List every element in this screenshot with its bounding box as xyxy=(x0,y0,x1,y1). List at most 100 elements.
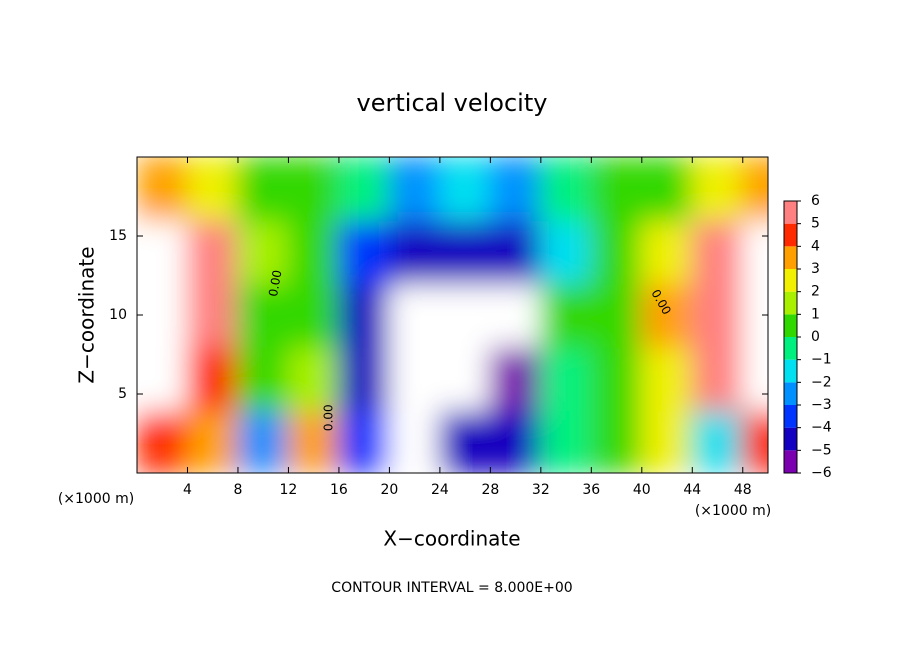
colorbar-tick-label: 3 xyxy=(811,261,820,277)
field-cell xyxy=(337,282,391,348)
field-cell xyxy=(691,408,744,473)
colorbar-tick-label: −2 xyxy=(811,374,832,390)
field-cell xyxy=(337,408,391,473)
field-cell xyxy=(640,157,694,222)
field-cell xyxy=(388,157,441,222)
field-cell xyxy=(186,408,239,473)
field-cell xyxy=(741,345,768,411)
field-cell xyxy=(236,157,290,222)
x-tick-label: 28 xyxy=(481,482,499,498)
field-cell xyxy=(388,408,441,473)
chart-title: vertical velocity xyxy=(357,89,548,117)
field-cell xyxy=(186,345,239,411)
field-cell xyxy=(287,157,340,222)
colorbar-swatch xyxy=(784,269,797,292)
field-cell xyxy=(137,282,189,348)
field-cell xyxy=(590,282,643,348)
field-cell xyxy=(388,219,441,285)
colorbar-tick-label: 0 xyxy=(811,329,820,345)
field-cell xyxy=(438,408,492,473)
field-cell xyxy=(539,408,593,473)
field-cell xyxy=(691,157,744,222)
y-tick-label: 5 xyxy=(118,386,127,402)
colorbar-tick-label: −3 xyxy=(811,397,832,413)
field-cell xyxy=(590,408,643,473)
colorbar-tick-label: 4 xyxy=(811,238,820,254)
field-cell xyxy=(236,219,290,285)
colorbar-swatch xyxy=(784,405,797,428)
field-cell xyxy=(388,282,441,348)
x-tick-label: 48 xyxy=(734,482,752,498)
field-cell xyxy=(691,219,744,285)
colorbar-swatch xyxy=(784,382,797,405)
colorbar-swatch xyxy=(784,427,797,451)
field-cell xyxy=(539,157,593,222)
field-cell xyxy=(137,345,189,411)
footnote: CONTOUR INTERVAL = 8.000E+00 xyxy=(331,580,572,596)
colorbar-tick-label: −1 xyxy=(811,352,832,368)
colorbar-swatch xyxy=(784,291,797,315)
field-cell xyxy=(741,157,768,222)
field-cell xyxy=(590,345,643,411)
field-cell xyxy=(236,408,290,473)
x-tick-label: 24 xyxy=(431,482,449,498)
field-cell xyxy=(236,282,290,348)
colorbar-tick-label: 6 xyxy=(811,193,820,209)
field-cell xyxy=(287,408,340,473)
field-cell xyxy=(539,219,593,285)
x-tick-label: 44 xyxy=(683,482,701,498)
x-tick-label: 32 xyxy=(532,482,550,498)
field-cell xyxy=(287,219,340,285)
field-cell xyxy=(489,219,542,285)
x-tick-label: 4 xyxy=(183,482,192,498)
colorbar-tick-label: −4 xyxy=(811,420,832,436)
field-cell xyxy=(489,282,542,348)
field-cell xyxy=(691,282,744,348)
contour-label: 0.00 xyxy=(266,269,284,298)
x-tick-label: 36 xyxy=(582,482,600,498)
field-cell xyxy=(137,408,189,473)
field-cell xyxy=(590,157,643,222)
field-cell xyxy=(438,219,492,285)
field-cell xyxy=(489,157,542,222)
y-axis-label: Z−coordinate xyxy=(75,246,99,383)
field-cell xyxy=(640,219,694,285)
y-tick-label: 15 xyxy=(109,228,127,244)
field xyxy=(137,157,768,473)
colorbar-swatch xyxy=(784,314,797,337)
field-cells xyxy=(137,157,768,473)
colorbar-tick-label: 1 xyxy=(811,306,820,322)
field-cell xyxy=(741,408,768,473)
field-cell xyxy=(137,219,189,285)
colorbar-swatch xyxy=(784,450,797,473)
colorbar-tick-label: −5 xyxy=(811,442,832,458)
field-cell xyxy=(438,157,492,222)
field-cell xyxy=(438,282,492,348)
field-cell xyxy=(337,345,391,411)
field-cell xyxy=(287,345,340,411)
x-axis-label: X−coordinate xyxy=(383,527,520,551)
colorbar-swatch xyxy=(784,359,797,383)
field-cell xyxy=(287,282,340,348)
field-cell xyxy=(438,345,492,411)
x-tick-label: 12 xyxy=(280,482,298,498)
x-unit: (×1000 m) xyxy=(695,503,771,519)
colorbar-swatch xyxy=(784,246,797,269)
field-cell xyxy=(539,345,593,411)
field-cell xyxy=(337,219,391,285)
field-cell xyxy=(640,282,694,348)
x-tick-label: 40 xyxy=(633,482,651,498)
field-cell xyxy=(186,282,239,348)
field-cell xyxy=(590,219,643,285)
field-cell xyxy=(186,219,239,285)
contour-label: 0.00 xyxy=(321,404,335,431)
colorbar-tick-label: −6 xyxy=(811,465,832,481)
x-tick-label: 16 xyxy=(330,482,348,498)
field-cell xyxy=(640,345,694,411)
field-cell xyxy=(236,345,290,411)
field-cell xyxy=(489,345,542,411)
field-cell xyxy=(539,282,593,348)
colorbar-swatch xyxy=(784,223,797,247)
colorbar-swatch xyxy=(784,201,797,224)
